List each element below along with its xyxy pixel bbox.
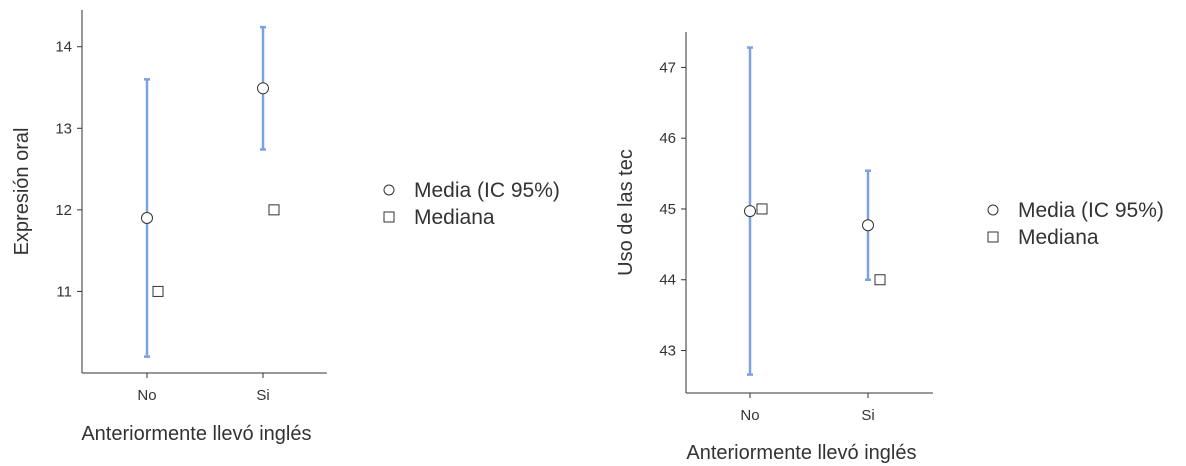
x-tick-label: No: [137, 387, 156, 404]
x-tick-label: Si: [256, 387, 269, 404]
mean-point: [257, 82, 269, 95]
legend-square-icon: [987, 231, 999, 243]
y-tick-label: 47: [659, 59, 676, 76]
x-tick-label: Si: [861, 407, 874, 424]
median-point: [874, 274, 886, 286]
mean-point: [744, 205, 756, 218]
legend-label-median: Mediana: [1018, 226, 1099, 249]
legend-2: Media (IC 95%) Mediana: [987, 199, 1164, 249]
y-tick-label: 12: [55, 202, 72, 219]
x-tick-label: No: [740, 407, 759, 424]
median-point: [756, 203, 768, 215]
median-point: [268, 204, 280, 216]
median-point: [152, 285, 164, 297]
y-tick-label: 44: [659, 272, 676, 289]
y-tick-label: 11: [56, 283, 72, 300]
legend-label-mean: Media (IC 95%): [414, 179, 560, 202]
mean-point: [141, 212, 153, 225]
x-axis-title: Anteriormente llevó inglés: [686, 442, 916, 464]
y-tick-label: 14: [55, 39, 72, 56]
x-axis-title: Anteriormente llevó inglés: [81, 423, 311, 445]
y-tick-label: 45: [659, 201, 676, 218]
legend-1: Media (IC 95%) Mediana: [383, 179, 560, 229]
legend-label-median: Mediana: [414, 206, 495, 229]
chart-panel-2: [681, 32, 933, 398]
mean-point: [862, 219, 874, 232]
legend-label-mean: Media (IC 95%): [1018, 199, 1164, 222]
y-tick-label: 46: [659, 130, 676, 147]
legend-circle-icon: [383, 184, 395, 196]
y-tick-label: 43: [659, 343, 676, 360]
y-axis-title: Expresión oral: [11, 128, 33, 256]
chart-panel-1: [77, 10, 327, 378]
legend-circle-icon: [987, 204, 999, 216]
legend-square-icon: [383, 211, 395, 223]
y-tick-label: 13: [55, 120, 72, 137]
y-axis-title: Uso de las tec: [615, 149, 637, 276]
